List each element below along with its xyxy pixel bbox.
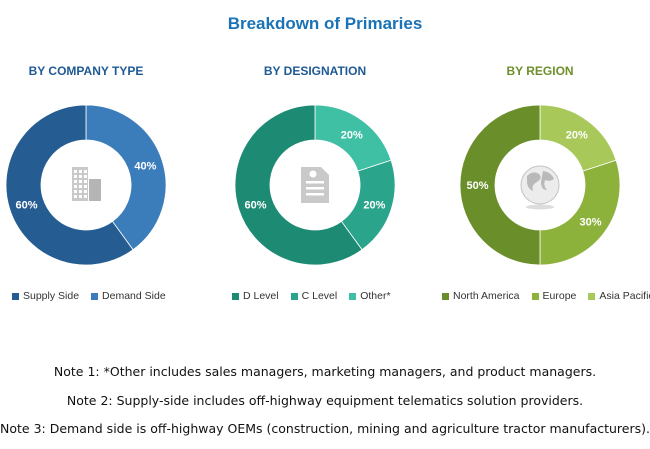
legend-label: North America (453, 290, 520, 302)
legend-item: D Level (232, 290, 279, 302)
legend-label: Demand Side (102, 290, 166, 302)
designation-chart: BY DESIGNATION 20% 20% 60% (215, 64, 415, 266)
legend-swatch (290, 292, 298, 300)
slice-value-label: 20% (566, 129, 588, 141)
legend-swatch (588, 292, 596, 300)
legend-swatch (531, 292, 539, 300)
legend-swatch (442, 292, 449, 300)
region-donut: 20% 30% 50% (459, 104, 621, 266)
legend-item: Demand Side (91, 290, 166, 302)
legend-item: North America (442, 290, 520, 302)
donut-slice (234, 104, 363, 266)
document-icon (301, 167, 329, 203)
note-2: Note 2: Supply-side includes off-highway… (66, 393, 584, 408)
legend-swatch (349, 292, 357, 300)
legend-swatch (232, 292, 239, 300)
region-chart: BY REGION 20% 30% 50% (440, 64, 640, 266)
company-type-chart-title: BY COMPANY TYPE (28, 64, 144, 78)
slice-value-label: 20% (363, 199, 385, 211)
designation-donut: 20% 20% 60% (234, 104, 396, 266)
slice-value-label: 30% (580, 217, 602, 229)
company-type-donut: 40% 60% (5, 104, 167, 266)
company-type-chart: BY COMPANY TYPE 40% 60% (0, 64, 186, 266)
legend-swatch (91, 292, 99, 300)
company-type-legend: Supply Side Demand Side (12, 290, 178, 304)
legend-item: Other* (349, 290, 391, 302)
legend-label: C Level (301, 290, 338, 302)
donut-slice (5, 104, 134, 266)
legend-item: Supply Side (12, 290, 79, 302)
globe-icon (520, 165, 560, 210)
legend-label: Europe (542, 290, 577, 302)
donut-slice (539, 159, 621, 266)
legend-swatch (12, 292, 19, 300)
page-title: Breakdown of Primaries (227, 14, 423, 33)
donut-slice (459, 104, 541, 266)
legend-label: Asia Pacific (599, 290, 650, 302)
legend-label: Supply Side (23, 290, 80, 302)
legend-label: D Level (243, 290, 279, 302)
slice-value-label: 60% (16, 199, 38, 211)
designation-chart-title: BY DESIGNATION (263, 64, 367, 78)
legend-item: C Level (290, 290, 338, 302)
designation-legend: D Level C Level Other* (232, 290, 403, 304)
legend-item: Europe (531, 290, 577, 302)
region-chart-title: BY REGION (506, 64, 574, 78)
building-icon (72, 167, 101, 201)
region-legend: North America Europe Asia Pacific (442, 290, 650, 304)
donut-slice (85, 104, 167, 251)
slice-value-label: 60% (245, 199, 267, 211)
note-1: Note 1: *Other includes sales managers, … (53, 364, 597, 379)
slice-value-label: 40% (134, 161, 156, 173)
note-3: Note 3: Demand side is off-highway OEMs … (0, 421, 650, 436)
slice-value-label: 20% (341, 129, 363, 141)
legend-label: Other* (360, 290, 391, 302)
legend-item: Asia Pacific (588, 290, 650, 302)
slice-value-label: 50% (466, 180, 488, 192)
